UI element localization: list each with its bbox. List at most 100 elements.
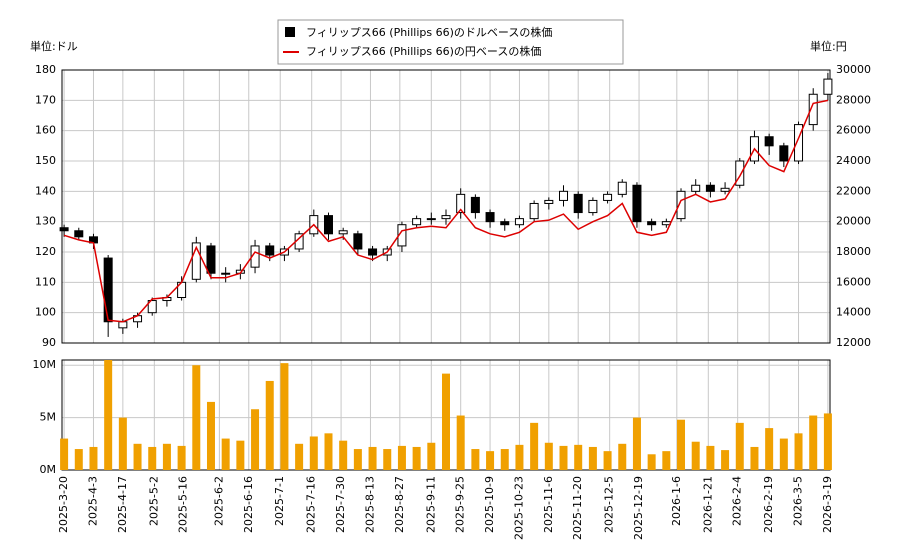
volume-bar xyxy=(412,446,421,470)
x-tick-label: 2025-5-16 xyxy=(177,476,190,533)
y2-tick-label: 16000 xyxy=(836,275,871,288)
volume-bar xyxy=(809,415,818,470)
volume-bar xyxy=(206,401,215,470)
candle-body xyxy=(206,245,216,274)
y2-tick-label: 24000 xyxy=(836,154,871,167)
y-tick-label: 140 xyxy=(35,184,56,197)
volume-bar xyxy=(427,442,436,470)
y2-tick-label: 18000 xyxy=(836,245,871,258)
candle-body xyxy=(500,221,510,226)
volume-bar xyxy=(133,443,142,470)
volume-bar xyxy=(544,442,553,470)
x-tick-label: 2026-2-4 xyxy=(731,476,744,526)
candle-body xyxy=(588,199,598,214)
candle-body xyxy=(323,215,333,235)
candle-body xyxy=(147,300,157,314)
volume-bar xyxy=(750,446,759,470)
volume-bar xyxy=(324,433,333,470)
candle-body xyxy=(735,160,745,186)
candle-body xyxy=(720,187,730,192)
legend xyxy=(277,19,624,65)
y2-tick-label: 22000 xyxy=(836,184,871,197)
volume-bar xyxy=(339,440,348,470)
y-tick-label: 150 xyxy=(35,154,56,167)
x-tick-label: 2026-3-5 xyxy=(792,476,805,526)
candle-body xyxy=(485,212,495,223)
volume-bar xyxy=(397,445,406,470)
y2-tick-label: 28000 xyxy=(836,93,871,106)
volume-bar xyxy=(265,380,274,470)
candle-body xyxy=(470,196,480,214)
x-tick-label: 2025-7-30 xyxy=(334,476,347,533)
candle-body xyxy=(456,193,466,214)
volume-bar xyxy=(500,449,509,470)
volume-bar xyxy=(765,428,774,470)
volume-bar xyxy=(779,438,788,470)
volume-bar xyxy=(588,446,597,470)
volume-bar xyxy=(383,449,392,470)
volume-bar xyxy=(559,445,568,470)
x-tick-label: 2025-10-9 xyxy=(483,476,496,533)
candle-body xyxy=(59,227,69,232)
volume-bar xyxy=(677,419,686,470)
candle-body xyxy=(221,272,231,275)
candle-body xyxy=(823,78,833,95)
volume-bar xyxy=(735,422,744,470)
y2-tick-label: 14000 xyxy=(836,306,871,319)
candle-body xyxy=(544,199,554,204)
candle-body xyxy=(705,184,715,192)
candle-body xyxy=(779,145,789,162)
candle-body xyxy=(338,230,348,235)
y2-unit: 単位:円 xyxy=(810,39,847,53)
y-tick-label: 130 xyxy=(35,215,56,228)
x-tick-label: 2025-11-20 xyxy=(571,476,584,540)
candle-body xyxy=(118,321,128,329)
legend-swatch xyxy=(285,27,295,37)
y-tick-label: 110 xyxy=(35,275,56,288)
y-tick-label: 5M xyxy=(40,411,57,424)
volume-bar xyxy=(442,373,450,470)
x-tick-label: 2025-11-6 xyxy=(542,476,555,533)
y-tick-label: 120 xyxy=(35,245,56,258)
volume-bar xyxy=(60,438,69,470)
x-tick-label: 2025-4-17 xyxy=(116,476,129,533)
x-tick-label: 2025-12-19 xyxy=(632,476,645,540)
candle-body xyxy=(191,242,201,280)
volume-bar xyxy=(632,417,641,470)
volume-bar xyxy=(794,433,803,470)
x-tick-label: 2025-4-3 xyxy=(86,476,99,526)
x-tick-label: 2025-8-13 xyxy=(363,476,376,533)
x-tick-label: 2025-9-11 xyxy=(424,476,437,533)
candle-body xyxy=(573,193,583,214)
y-tick-label: 180 xyxy=(35,63,56,76)
candle-body xyxy=(808,93,818,126)
volume-bar xyxy=(118,417,127,470)
volume-bar xyxy=(295,443,304,470)
volume-bar xyxy=(221,438,230,470)
candle-body xyxy=(368,248,378,256)
candle-body xyxy=(265,245,275,256)
volume-bar xyxy=(368,446,377,470)
candle-body xyxy=(74,230,84,238)
line-series xyxy=(63,99,829,323)
y2-tick-label: 26000 xyxy=(836,124,871,137)
candle-body xyxy=(764,136,774,147)
y-tick-label: 160 xyxy=(35,124,56,137)
candle-body xyxy=(559,190,569,201)
volume-bar xyxy=(89,446,98,470)
candle-body xyxy=(691,184,701,192)
volume-bar xyxy=(530,422,539,470)
candle-body xyxy=(661,221,671,226)
candle-body xyxy=(426,218,436,221)
candle-body xyxy=(412,218,422,226)
candle-body xyxy=(676,190,686,220)
y2-tick-label: 12000 xyxy=(836,336,871,349)
volume-bar xyxy=(74,449,83,470)
volume-bar xyxy=(691,441,700,470)
x-tick-label: 2025-12-5 xyxy=(603,476,616,533)
candle-body xyxy=(514,218,524,226)
candle-body xyxy=(617,181,627,195)
candle-body xyxy=(647,221,657,226)
volume-bar xyxy=(471,449,480,470)
